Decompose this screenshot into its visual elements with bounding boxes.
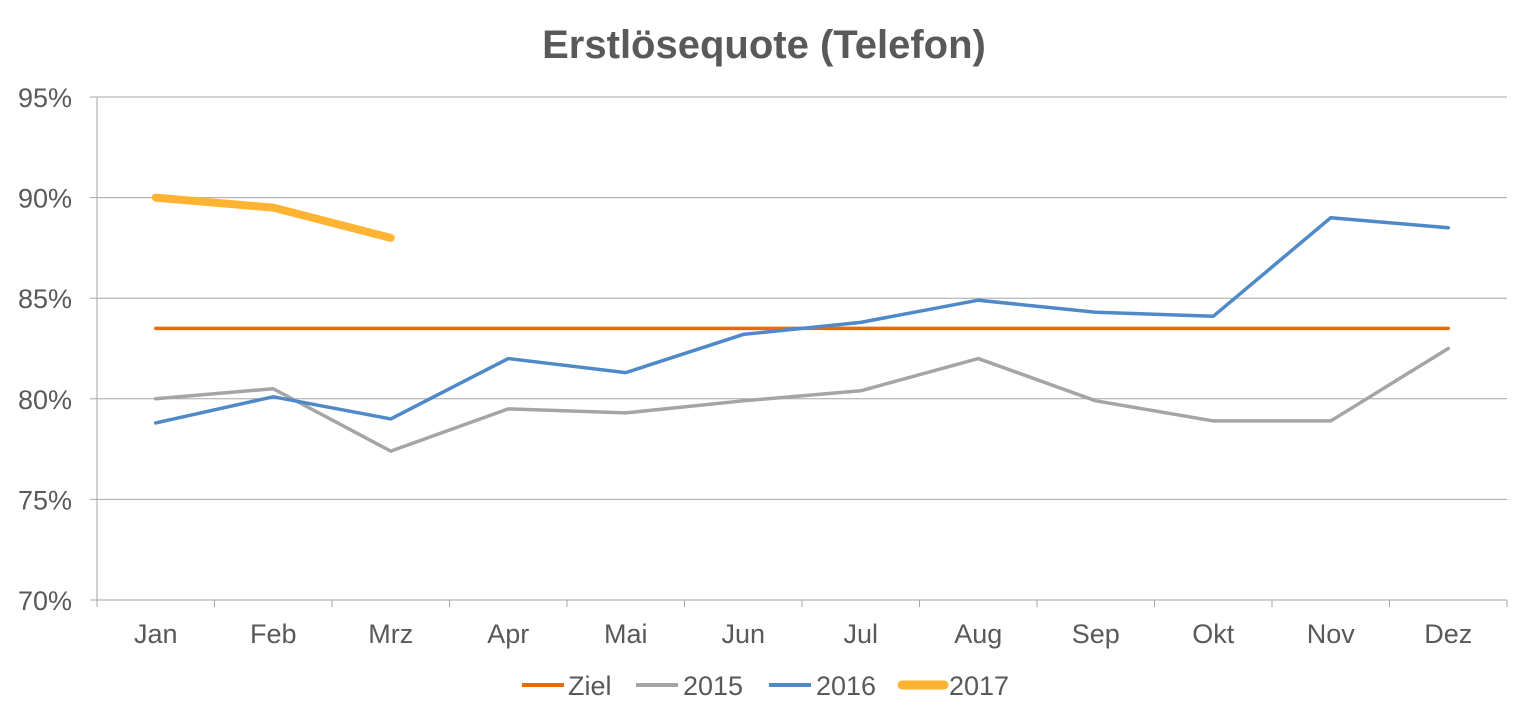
x-tick-label: Apr	[487, 619, 529, 649]
y-tick-label: 80%	[18, 385, 72, 415]
x-tick-label: Aug	[954, 619, 1002, 649]
x-tick-label: Jul	[843, 619, 878, 649]
y-tick-label: 90%	[18, 184, 72, 214]
gridlines	[97, 96, 1507, 500]
y-tick-label: 75%	[18, 485, 72, 515]
series-line-2017	[151, 193, 395, 242]
y-tick-label: 95%	[18, 83, 72, 113]
x-tick-label: Okt	[1192, 619, 1235, 649]
x-tick-label: Sep	[1072, 619, 1120, 649]
x-tick-label: Nov	[1307, 619, 1356, 649]
x-tick-label: Feb	[250, 619, 297, 649]
x-tick-label: Jan	[134, 619, 178, 649]
legend: Ziel 2015 2016 2017	[522, 671, 1009, 701]
series-line-2015	[154, 346, 1450, 453]
legend-label-2015: 2015	[683, 671, 743, 701]
y-tick-label: 70%	[18, 586, 72, 616]
y-tick-label: 85%	[18, 284, 72, 314]
y-axis-ticks: 70% 75% 80% 85% 90% 95%	[18, 83, 72, 616]
series-line-2016	[154, 215, 1450, 425]
chart-title: Erstlösequote (Telefon)	[542, 23, 986, 67]
x-tick-label: Jun	[721, 619, 765, 649]
legend-label-ziel: Ziel	[568, 671, 612, 701]
x-tick-label: Mai	[604, 619, 648, 649]
x-tick-label: Dez	[1424, 619, 1472, 649]
axes	[90, 96, 1508, 607]
series-lines	[151, 193, 1450, 453]
x-tick-label: Mrz	[368, 619, 413, 649]
x-axis-ticks: Jan Feb Mrz Apr Mai Jun Jul Aug Sep Okt Nov Dez	[134, 619, 1472, 649]
legend-label-2017: 2017	[949, 671, 1009, 701]
legend-label-2016: 2016	[816, 671, 876, 701]
